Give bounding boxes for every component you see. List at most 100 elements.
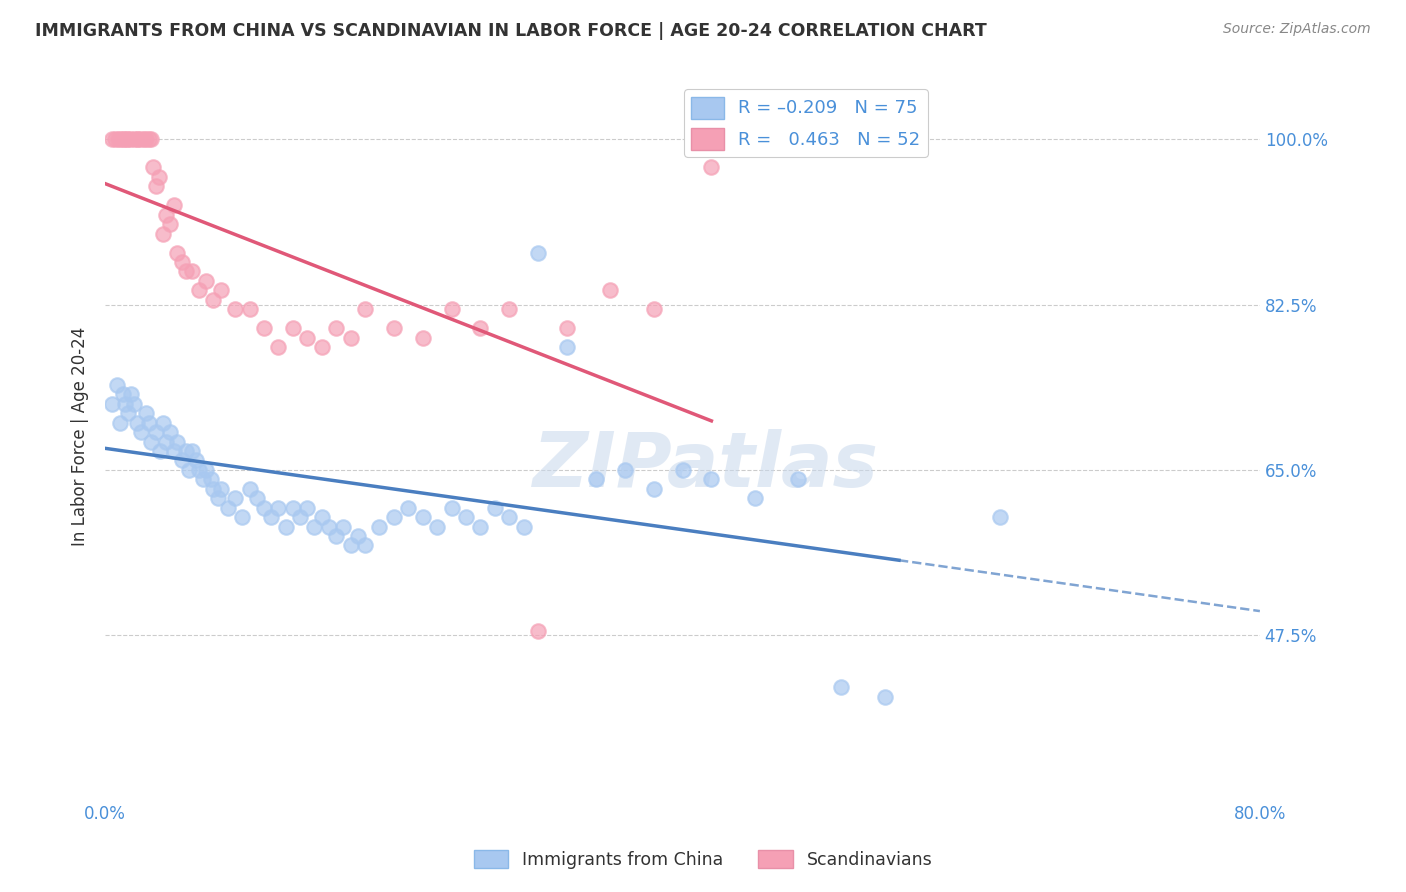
- Point: [166, 434, 188, 449]
- Point: [149, 444, 172, 458]
- Point: [122, 132, 145, 146]
- Point: [115, 132, 138, 146]
- Point: [585, 472, 607, 486]
- Point: [101, 132, 124, 146]
- Point: [311, 340, 333, 354]
- Point: [325, 529, 347, 543]
- Point: [104, 132, 127, 146]
- Point: [148, 169, 170, 184]
- Point: [101, 397, 124, 411]
- Point: [599, 283, 621, 297]
- Point: [304, 519, 326, 533]
- Point: [112, 132, 135, 146]
- Point: [163, 444, 186, 458]
- Point: [311, 510, 333, 524]
- Point: [988, 510, 1011, 524]
- Point: [120, 387, 142, 401]
- Point: [224, 302, 246, 317]
- Point: [141, 434, 163, 449]
- Y-axis label: In Labor Force | Age 20-24: In Labor Force | Age 20-24: [72, 327, 89, 547]
- Text: Source: ZipAtlas.com: Source: ZipAtlas.com: [1223, 22, 1371, 37]
- Point: [527, 245, 550, 260]
- Point: [145, 425, 167, 439]
- Point: [177, 463, 200, 477]
- Point: [135, 406, 157, 420]
- Point: [830, 680, 852, 694]
- Point: [382, 321, 405, 335]
- Point: [159, 425, 181, 439]
- Point: [498, 302, 520, 317]
- Point: [209, 482, 232, 496]
- Point: [318, 519, 340, 533]
- Point: [108, 416, 131, 430]
- Point: [643, 482, 665, 496]
- Point: [470, 321, 492, 335]
- Point: [873, 690, 896, 704]
- Point: [193, 472, 215, 486]
- Point: [238, 482, 260, 496]
- Point: [155, 208, 177, 222]
- Point: [107, 132, 129, 146]
- Point: [454, 510, 477, 524]
- Point: [138, 416, 160, 430]
- Point: [643, 302, 665, 317]
- Point: [382, 510, 405, 524]
- Point: [155, 434, 177, 449]
- Point: [224, 491, 246, 506]
- Point: [202, 482, 225, 496]
- Text: ZIPatlas: ZIPatlas: [533, 429, 879, 503]
- Point: [288, 510, 311, 524]
- Point: [180, 444, 202, 458]
- Point: [114, 397, 136, 411]
- Point: [108, 132, 131, 146]
- Point: [267, 500, 290, 515]
- Point: [354, 539, 377, 553]
- Point: [412, 330, 434, 344]
- Point: [267, 340, 290, 354]
- Point: [111, 132, 134, 146]
- Point: [188, 463, 211, 477]
- Point: [217, 500, 239, 515]
- Point: [555, 321, 578, 335]
- Point: [281, 321, 304, 335]
- Point: [117, 406, 139, 420]
- Text: IMMIGRANTS FROM CHINA VS SCANDINAVIAN IN LABOR FORCE | AGE 20-24 CORRELATION CHA: IMMIGRANTS FROM CHINA VS SCANDINAVIAN IN…: [35, 22, 987, 40]
- Point: [346, 529, 368, 543]
- Point: [470, 519, 492, 533]
- Point: [281, 500, 304, 515]
- Point: [484, 500, 506, 515]
- Point: [207, 491, 229, 506]
- Point: [231, 510, 253, 524]
- Point: [325, 321, 347, 335]
- Point: [111, 387, 134, 401]
- Point: [555, 340, 578, 354]
- Point: [166, 245, 188, 260]
- Point: [297, 330, 319, 344]
- Point: [787, 472, 810, 486]
- Point: [274, 519, 297, 533]
- Point: [170, 255, 193, 269]
- Point: [253, 321, 276, 335]
- Point: [527, 624, 550, 638]
- Point: [498, 510, 520, 524]
- Point: [744, 491, 766, 506]
- Point: [180, 264, 202, 278]
- Point: [105, 377, 128, 392]
- Point: [339, 539, 361, 553]
- Point: [125, 132, 148, 146]
- Point: [260, 510, 283, 524]
- Point: [354, 302, 377, 317]
- Point: [700, 161, 723, 175]
- Legend: R = –0.209   N = 75, R =   0.463   N = 52: R = –0.209 N = 75, R = 0.463 N = 52: [685, 89, 928, 157]
- Point: [700, 472, 723, 486]
- Point: [186, 453, 208, 467]
- Point: [174, 444, 197, 458]
- Point: [142, 161, 165, 175]
- Point: [246, 491, 269, 506]
- Point: [339, 330, 361, 344]
- Point: [412, 510, 434, 524]
- Legend: Immigrants from China, Scandinavians: Immigrants from China, Scandinavians: [467, 844, 939, 876]
- Point: [513, 519, 536, 533]
- Point: [238, 302, 260, 317]
- Point: [195, 274, 218, 288]
